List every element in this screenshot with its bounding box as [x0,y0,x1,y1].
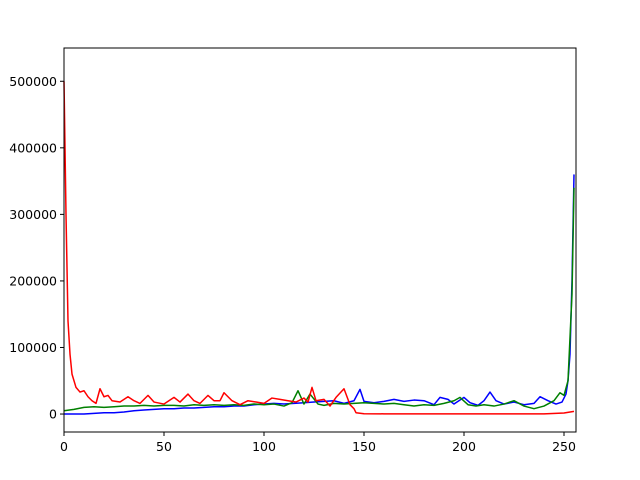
y-tick-label: 0 [49,407,57,422]
y-tick-label: 300000 [9,207,57,222]
y-tick-label: 100000 [9,340,57,355]
y-tick-label: 200000 [9,273,57,288]
red-channel-line [63,81,575,415]
x-tick-label: 50 [156,439,172,454]
green-channel-line [63,187,575,412]
y-axis: 0 100000 200000 300000 400000 500000 [9,74,64,422]
blue-channel-line [64,174,575,415]
y-tick-label: 500000 [9,74,57,89]
x-tick-label: 100 [252,439,276,454]
x-axis: 0 50 100 150 200 250 [60,432,576,454]
plot-frame [63,47,577,433]
y-tick-label: 400000 [9,140,57,155]
x-tick-label: 250 [552,439,576,454]
x-tick-label: 150 [352,439,376,454]
x-tick-label: 0 [60,439,68,454]
plot-lines [63,81,575,415]
x-tick-label: 200 [452,439,476,454]
